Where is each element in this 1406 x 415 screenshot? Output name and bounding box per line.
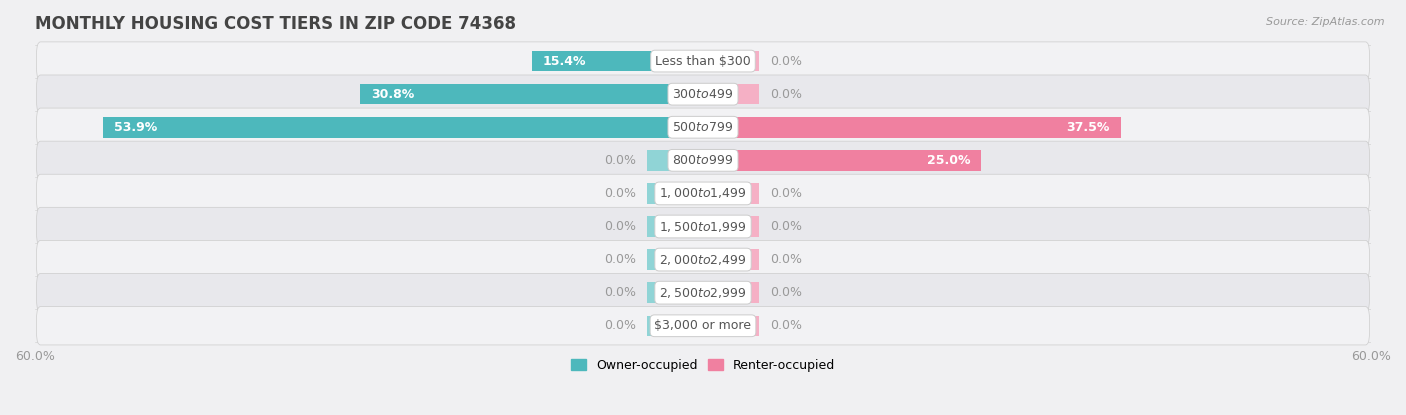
Text: $800 to $999: $800 to $999 (672, 154, 734, 167)
Bar (647, 283, 703, 303)
Text: Source: ZipAtlas.com: Source: ZipAtlas.com (1267, 17, 1385, 27)
Text: 0.0%: 0.0% (770, 319, 801, 332)
Text: 0.0%: 0.0% (770, 55, 801, 68)
Bar (103, 117, 703, 137)
Bar (647, 183, 703, 204)
Text: $1,500 to $1,999: $1,500 to $1,999 (659, 220, 747, 234)
Text: 30.8%: 30.8% (371, 88, 415, 101)
Bar (703, 183, 759, 204)
Text: 0.0%: 0.0% (770, 220, 801, 233)
FancyBboxPatch shape (37, 307, 1369, 345)
Bar (647, 249, 703, 270)
Text: 0.0%: 0.0% (770, 286, 801, 299)
FancyBboxPatch shape (37, 174, 1369, 212)
Text: $2,500 to $2,999: $2,500 to $2,999 (659, 286, 747, 300)
Bar (703, 249, 759, 270)
Text: 37.5%: 37.5% (1066, 121, 1109, 134)
FancyBboxPatch shape (37, 273, 1369, 312)
FancyBboxPatch shape (37, 108, 1369, 146)
Bar (703, 84, 759, 105)
FancyBboxPatch shape (37, 75, 1369, 113)
Text: 0.0%: 0.0% (770, 187, 801, 200)
Text: $1,000 to $1,499: $1,000 to $1,499 (659, 186, 747, 200)
Text: Less than $300: Less than $300 (655, 55, 751, 68)
Bar (703, 315, 759, 336)
Text: 0.0%: 0.0% (605, 154, 636, 167)
Text: 0.0%: 0.0% (605, 220, 636, 233)
Text: 0.0%: 0.0% (770, 253, 801, 266)
FancyBboxPatch shape (37, 240, 1369, 279)
Text: 25.0%: 25.0% (927, 154, 970, 167)
Text: $3,000 or more: $3,000 or more (655, 319, 751, 332)
Text: $2,000 to $2,499: $2,000 to $2,499 (659, 253, 747, 266)
Text: 0.0%: 0.0% (605, 187, 636, 200)
FancyBboxPatch shape (37, 42, 1369, 80)
Bar (531, 51, 703, 71)
Bar (647, 150, 703, 171)
Text: 0.0%: 0.0% (605, 286, 636, 299)
Legend: Owner-occupied, Renter-occupied: Owner-occupied, Renter-occupied (567, 354, 839, 377)
Text: $300 to $499: $300 to $499 (672, 88, 734, 101)
FancyBboxPatch shape (37, 208, 1369, 246)
Bar (703, 150, 981, 171)
Text: $500 to $799: $500 to $799 (672, 121, 734, 134)
Bar (703, 51, 759, 71)
Bar (647, 315, 703, 336)
Bar (360, 84, 703, 105)
Bar (703, 117, 1121, 137)
Text: MONTHLY HOUSING COST TIERS IN ZIP CODE 74368: MONTHLY HOUSING COST TIERS IN ZIP CODE 7… (35, 15, 516, 33)
Text: 0.0%: 0.0% (605, 253, 636, 266)
Text: 0.0%: 0.0% (770, 88, 801, 101)
Text: 15.4%: 15.4% (543, 55, 586, 68)
Bar (647, 216, 703, 237)
FancyBboxPatch shape (37, 141, 1369, 180)
Text: 0.0%: 0.0% (605, 319, 636, 332)
Bar (703, 216, 759, 237)
Bar (703, 283, 759, 303)
Text: 53.9%: 53.9% (114, 121, 157, 134)
